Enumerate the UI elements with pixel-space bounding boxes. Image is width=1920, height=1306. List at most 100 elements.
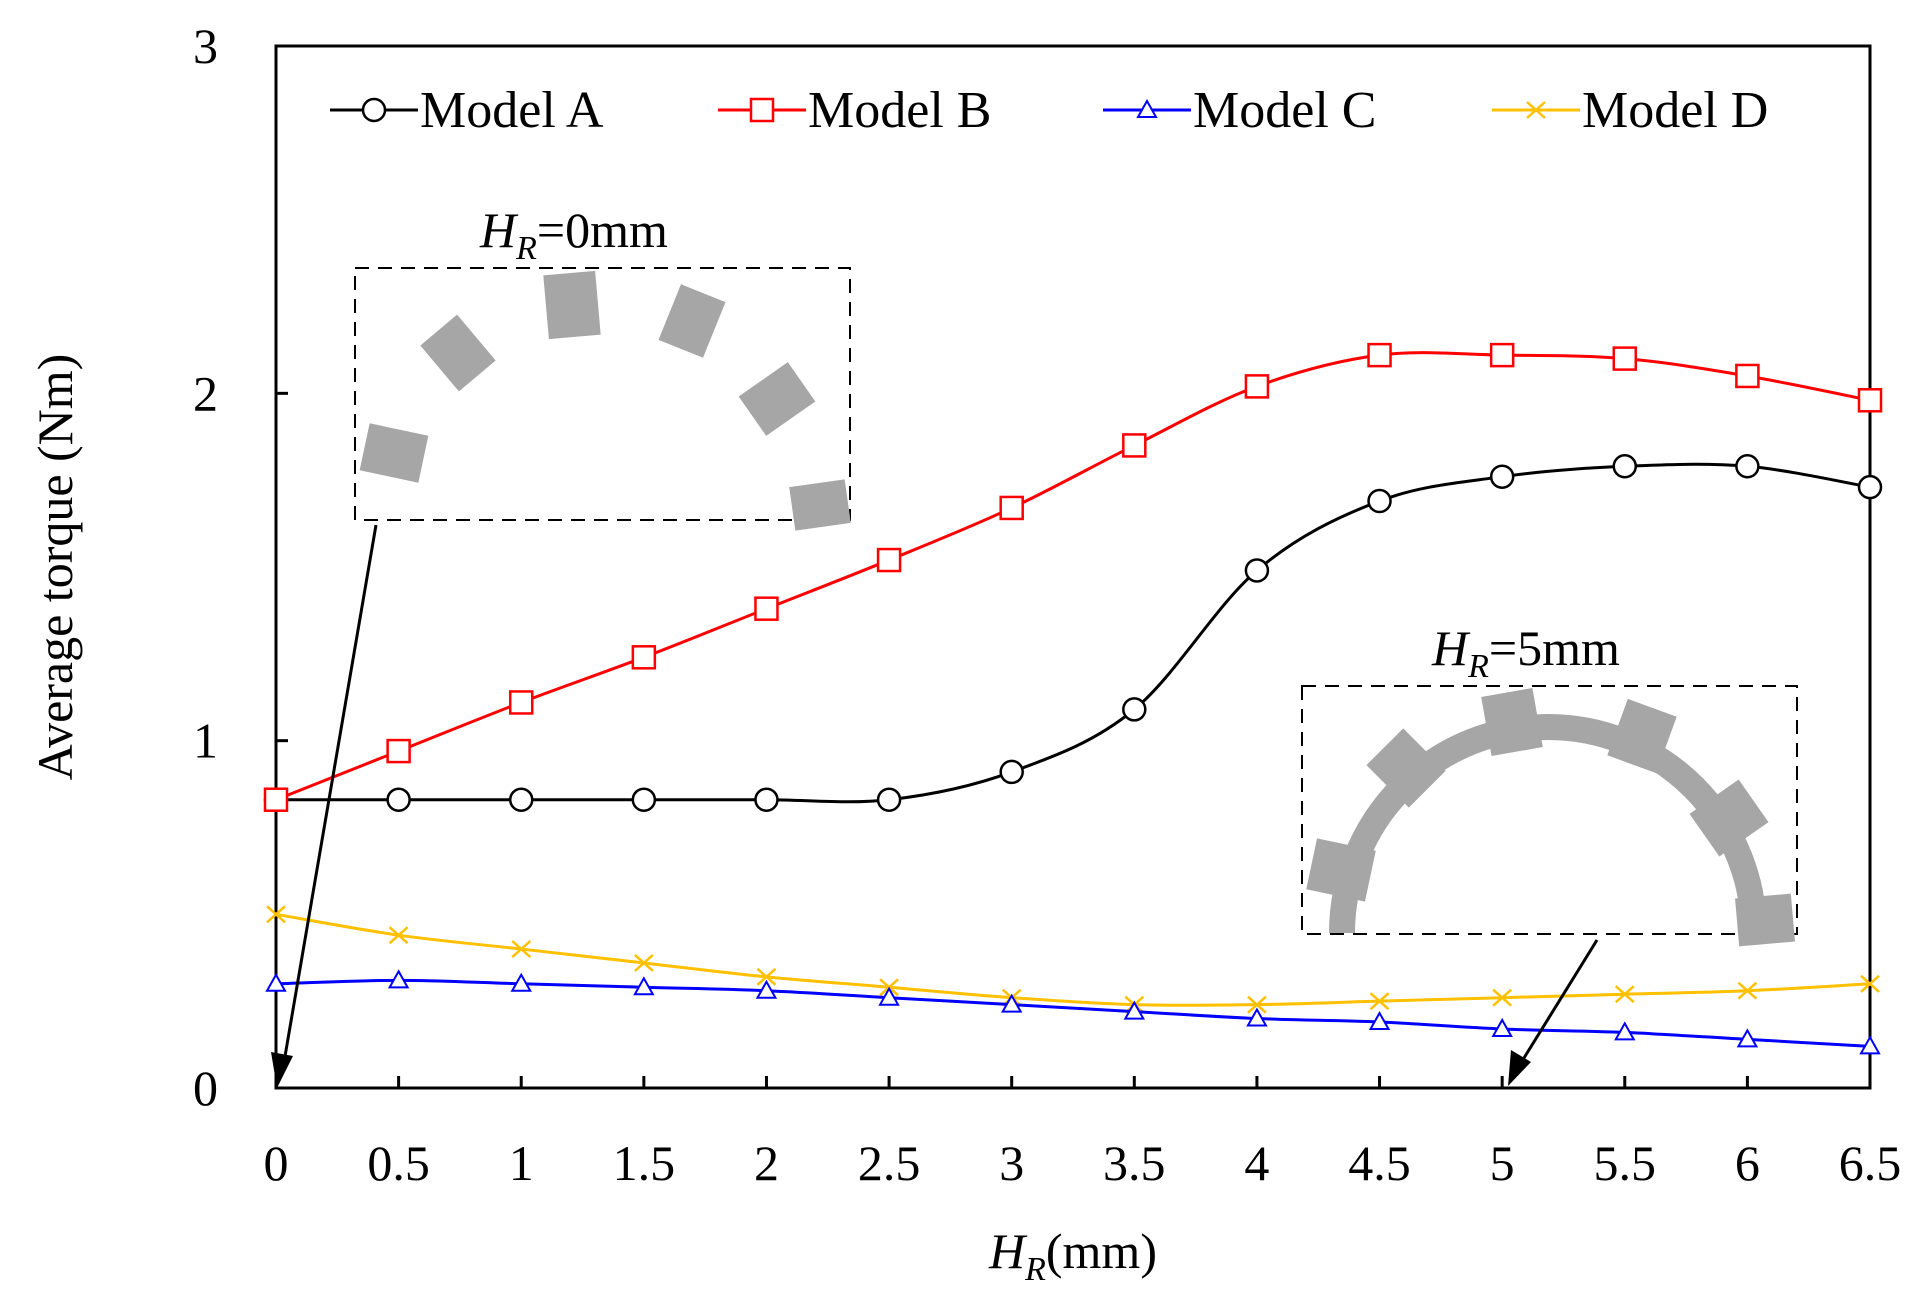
- data-point-model-c: [1000, 993, 1023, 1013]
- data-point-model-d: [266, 905, 286, 924]
- data-point-model-a: [1489, 464, 1515, 489]
- plot-frame: [274, 44, 1872, 1090]
- inset-hr0-frame: [354, 267, 851, 521]
- x-tick-label: 0.5: [367, 1135, 430, 1191]
- data-point-model-b: [999, 495, 1024, 521]
- x-tick-label: 2: [754, 1135, 779, 1191]
- data-point-model-d: [634, 954, 654, 972]
- rotor-segment: [1481, 687, 1543, 757]
- data-point-model-d: [1492, 988, 1512, 1007]
- x-tick-label: 3: [999, 1135, 1024, 1191]
- data-point-model-a: [1612, 454, 1638, 479]
- y-tick-label: 1: [193, 713, 218, 769]
- y-axis-ticks: 0 1 2 3: [193, 18, 288, 1116]
- data-point-model-a: [1735, 454, 1760, 479]
- data-point-model-c: [1368, 1010, 1391, 1031]
- legend-label: Model B: [808, 82, 991, 139]
- data-point-model-c: [1123, 1000, 1146, 1020]
- data-point-model-b: [631, 645, 657, 670]
- data-point-model-a: [508, 787, 534, 812]
- legend-item-model-b: Model B: [718, 82, 991, 139]
- data-point-model-c: [878, 986, 900, 1006]
- y-tick-label: 0: [193, 1060, 218, 1116]
- data-point-model-d: [1737, 981, 1758, 1000]
- x-tick-label: 0: [264, 1135, 289, 1191]
- legend-label: Model D: [1582, 82, 1768, 139]
- data-point-model-c: [1246, 1007, 1268, 1027]
- data-point-model-c: [755, 979, 778, 999]
- data-point-model-c: [265, 972, 287, 992]
- data-point-model-c: [633, 976, 655, 996]
- rotor-segment: [1689, 779, 1769, 857]
- legend-label: Model C: [1193, 82, 1376, 139]
- data-point-model-b: [754, 596, 779, 621]
- data-point-model-b: [1857, 388, 1883, 413]
- legend-marker: [1526, 101, 1546, 119]
- legend-label: Model A: [420, 82, 604, 139]
- data-point-model-b: [386, 738, 411, 764]
- x-tick-label: 6: [1735, 1135, 1760, 1191]
- rotor-segment: [738, 362, 816, 436]
- inset-hr5-arrowhead: [1508, 1050, 1531, 1086]
- series-line-model-d: [275, 912, 1871, 1007]
- inset-hr5-frame: [1301, 685, 1798, 935]
- data-point-model-d: [1247, 995, 1267, 1014]
- inset-hr5-segments: [1306, 687, 1795, 947]
- data-point-model-b: [1367, 342, 1392, 368]
- x-tick-label: 2.5: [858, 1135, 921, 1191]
- series-layer: [263, 342, 1883, 1055]
- data-point-model-a: [1244, 558, 1270, 583]
- rotor-segment: [1366, 728, 1446, 808]
- rotor-segment: [658, 284, 726, 358]
- data-point-model-c: [1859, 1035, 1881, 1055]
- data-point-model-b: [263, 787, 289, 812]
- y-axis-label: Average torque (Nm): [27, 354, 83, 781]
- legend-marker: [749, 97, 775, 123]
- data-point-model-d: [1369, 992, 1390, 1011]
- series-line-model-b: [275, 351, 1871, 802]
- data-point-model-d: [511, 940, 532, 959]
- rotor-segment: [1735, 893, 1795, 947]
- data-point-model-a: [1367, 488, 1392, 514]
- rotor-segment: [1306, 838, 1376, 902]
- data-point-model-b: [1735, 363, 1760, 389]
- legend-marker: [1136, 98, 1158, 118]
- legend-item-model-d: Model D: [1492, 82, 1768, 139]
- data-point-model-b: [1612, 346, 1638, 371]
- data-point-model-b: [876, 547, 902, 573]
- x-tick-label: 5.5: [1594, 1135, 1657, 1191]
- inset-hr5: HR=5mm: [1301, 620, 1798, 1086]
- x-tick-label: 1: [509, 1135, 534, 1191]
- data-point-model-b: [1122, 433, 1147, 458]
- rotor-segment: [789, 479, 851, 531]
- data-point-model-c: [1614, 1021, 1636, 1041]
- series-model-b: [263, 342, 1883, 812]
- data-point-model-a: [1122, 697, 1147, 722]
- data-point-model-a: [876, 787, 902, 812]
- inset-hr0: HR=0mm: [271, 202, 851, 1088]
- x-tick-label: 4.5: [1348, 1135, 1411, 1191]
- series-model-d: [266, 905, 1880, 1014]
- y-tick-label: 2: [193, 365, 218, 421]
- data-point-model-a: [1857, 474, 1883, 500]
- legend-item-model-a: Model A: [330, 82, 604, 139]
- data-point-model-d: [1614, 985, 1635, 1004]
- rotor-segment: [359, 423, 429, 483]
- data-point-model-d: [388, 926, 409, 945]
- series-model-c: [265, 969, 1881, 1055]
- series-line-model-c: [275, 978, 1871, 1048]
- data-point-model-c: [1736, 1028, 1759, 1048]
- series-line-model-a: [275, 462, 1871, 804]
- data-point-model-c: [510, 972, 532, 992]
- legend: Model A Model B Model C Model D: [330, 82, 1768, 139]
- rotor-segment: [1607, 698, 1677, 774]
- data-point-model-b: [508, 690, 534, 715]
- data-point-model-c: [387, 969, 410, 989]
- data-point-model-a: [386, 787, 411, 812]
- inset-hr0-arrowhead: [271, 1052, 293, 1088]
- data-point-model-a: [754, 787, 779, 812]
- data-point-model-d: [756, 967, 777, 986]
- y-tick-label: 3: [193, 18, 218, 74]
- x-tick-label: 1.5: [613, 1135, 676, 1191]
